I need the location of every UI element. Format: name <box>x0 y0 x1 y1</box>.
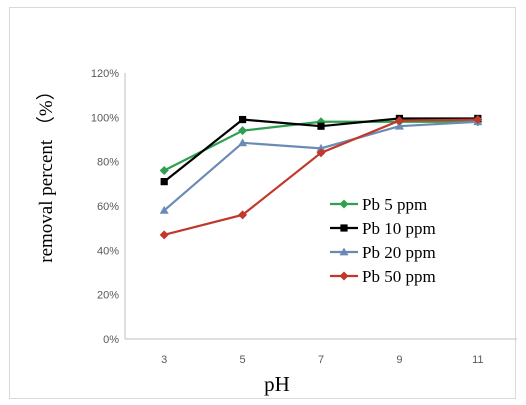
legend-item: Pb 5 ppm <box>330 195 427 214</box>
series-line <box>163 120 478 212</box>
legend-item: Pb 50 ppm <box>330 267 436 286</box>
series <box>159 115 483 240</box>
y-tick-label: 40% <box>97 245 119 257</box>
data-point <box>159 166 169 176</box>
data-point <box>394 121 404 130</box>
data-point <box>339 247 349 256</box>
y-tick-label: 120% <box>91 68 119 80</box>
data-point <box>238 138 248 147</box>
x-tick-label: 9 <box>396 354 402 366</box>
y-tick-label: 60% <box>97 201 119 213</box>
legend-item: Pb 20 ppm <box>330 243 436 262</box>
data-point <box>316 143 326 152</box>
data-point <box>239 115 247 124</box>
data-point <box>473 115 483 125</box>
data-point <box>317 122 325 130</box>
x-tick-label: 3 <box>161 354 167 366</box>
y-tick-label: 100% <box>91 112 119 124</box>
data-point <box>316 148 326 158</box>
y-axis-label: removal percent （%） <box>35 81 57 262</box>
data-point <box>339 271 349 281</box>
legend-label: Pb 10 ppm <box>362 219 436 238</box>
data-point <box>340 224 348 232</box>
x-tick-label: 11 <box>472 354 483 366</box>
legend-item: Pb 10 ppm <box>330 219 436 238</box>
data-point <box>339 199 349 209</box>
legend-label: Pb 50 ppm <box>362 267 436 286</box>
data-point <box>159 230 169 240</box>
data-point <box>394 116 404 126</box>
x-tick-labels: 3 5 7 9 11 <box>161 354 483 366</box>
series-layer <box>159 114 483 240</box>
x-axis-label: pH <box>264 372 290 396</box>
data-point <box>160 178 168 186</box>
series <box>159 117 483 214</box>
y-tick-label: 20% <box>97 290 119 302</box>
x-tick-label: 7 <box>318 354 324 366</box>
legend-label: Pb 20 ppm <box>362 243 436 262</box>
chart-frame <box>9 7 516 399</box>
legend-label: Pb 5 ppm <box>362 195 427 214</box>
x-tick-label: 5 <box>240 354 246 366</box>
series-line <box>163 118 478 236</box>
y-tick-label: 80% <box>97 157 119 169</box>
y-tick-labels: 0% 20% 40% 60% 80% 100% 120% <box>91 68 119 346</box>
data-point <box>238 210 248 220</box>
data-point <box>238 126 248 136</box>
y-tick-label: 0% <box>103 334 119 346</box>
data-point <box>159 205 169 214</box>
legend: Pb 5 ppm Pb 10 ppm Pb 20 ppm Pb 50 ppm <box>330 195 436 286</box>
